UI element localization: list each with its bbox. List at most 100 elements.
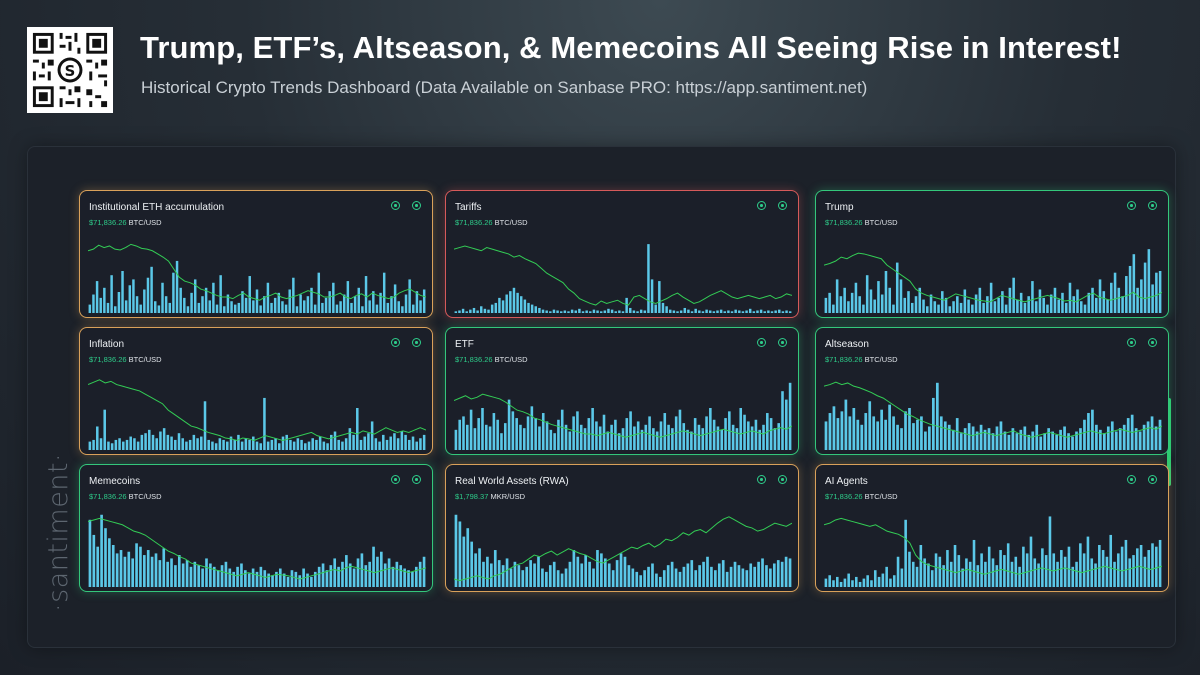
volume-bar bbox=[1095, 297, 1098, 313]
volume-bar bbox=[884, 271, 888, 313]
chart-panel-institutional-eth-accumulation[interactable]: Institutional ETH accumulation $71,836.26… bbox=[79, 190, 433, 318]
broadcast-icon[interactable] bbox=[1127, 338, 1136, 347]
volume-bar bbox=[652, 428, 655, 450]
volume-bar bbox=[784, 556, 788, 587]
volume-bar bbox=[946, 550, 949, 587]
volume-bar bbox=[1039, 436, 1043, 450]
volume-bar bbox=[324, 297, 328, 313]
volume-bar bbox=[117, 292, 121, 313]
chart-panel-etf[interactable]: ETF $71,836.26 BTC/USD bbox=[445, 327, 799, 455]
settings-icon[interactable] bbox=[412, 475, 421, 484]
volume-bar bbox=[957, 555, 961, 587]
volume-bar bbox=[750, 426, 754, 450]
price-unit: BTC/USD bbox=[492, 218, 528, 227]
volume-bar bbox=[549, 311, 552, 313]
qr-code[interactable]: S bbox=[27, 27, 113, 113]
volume-bar bbox=[175, 260, 179, 313]
settings-icon[interactable] bbox=[412, 338, 421, 347]
scrollbar[interactable] bbox=[1167, 398, 1171, 486]
volume-bar bbox=[862, 304, 865, 313]
settings-icon[interactable] bbox=[1148, 201, 1157, 210]
volume-bar bbox=[759, 309, 763, 313]
volume-bar bbox=[541, 309, 545, 313]
volume-bar bbox=[458, 310, 461, 313]
volume-bar bbox=[701, 311, 705, 313]
volume-bar bbox=[370, 421, 374, 450]
volume-bar bbox=[908, 551, 911, 587]
volume-bar bbox=[203, 401, 207, 450]
volume-bar bbox=[348, 428, 352, 450]
volume-bar bbox=[667, 424, 670, 450]
volume-bar bbox=[1114, 431, 1118, 450]
settings-icon[interactable] bbox=[778, 201, 787, 210]
volume-bar bbox=[655, 431, 659, 450]
settings-icon[interactable] bbox=[778, 475, 787, 484]
broadcast-icon[interactable] bbox=[757, 201, 766, 210]
volume-bar bbox=[721, 560, 725, 587]
settings-icon[interactable] bbox=[1148, 475, 1157, 484]
broadcast-icon[interactable] bbox=[1127, 475, 1136, 484]
volume-bar bbox=[317, 566, 321, 587]
chart-panel-inflation[interactable]: Inflation $71,836.26 BTC/USD bbox=[79, 327, 433, 455]
chart-panel-altseason[interactable]: Altseason $71,836.26 BTC/USD bbox=[815, 327, 1169, 455]
volume-bar bbox=[972, 539, 976, 587]
volume-bar bbox=[967, 423, 971, 450]
volume-bar bbox=[454, 311, 458, 313]
settings-icon[interactable] bbox=[412, 201, 421, 210]
volume-bar bbox=[193, 279, 197, 313]
volume-bar bbox=[1121, 296, 1124, 313]
volume-bar bbox=[359, 439, 363, 450]
volume-bar bbox=[1083, 419, 1086, 450]
volume-bar bbox=[659, 576, 662, 587]
volume-bar bbox=[712, 311, 716, 313]
volume-bar bbox=[537, 556, 540, 587]
volume-bar bbox=[839, 581, 843, 587]
broadcast-icon[interactable] bbox=[1127, 201, 1136, 210]
volume-bar bbox=[631, 568, 635, 587]
settings-icon[interactable] bbox=[778, 338, 787, 347]
volume-bar bbox=[393, 433, 396, 450]
volume-bar bbox=[756, 310, 759, 313]
volume-bar bbox=[570, 309, 574, 313]
broadcast-icon[interactable] bbox=[391, 475, 400, 484]
volume-bar bbox=[545, 310, 548, 313]
settings-icon[interactable] bbox=[1148, 338, 1157, 347]
volume-bar bbox=[1068, 282, 1072, 313]
volume-bar bbox=[580, 563, 584, 587]
volume-bar bbox=[632, 310, 636, 313]
broadcast-icon[interactable] bbox=[757, 475, 766, 484]
volume-bar bbox=[1007, 434, 1011, 450]
volume-bar bbox=[1143, 556, 1147, 587]
volume-bar bbox=[610, 309, 614, 313]
volume-bar bbox=[578, 308, 581, 313]
volume-bar bbox=[422, 556, 426, 587]
volume-bar bbox=[493, 550, 497, 587]
volume-bar bbox=[335, 304, 339, 313]
chart-panel-memecoins[interactable]: Memecoins $71,836.26 BTC/USD bbox=[79, 464, 433, 592]
volume-bar bbox=[717, 563, 721, 587]
volume-bar bbox=[161, 282, 164, 313]
volume-bar bbox=[896, 424, 899, 450]
volume-bar bbox=[127, 551, 131, 587]
volume-bar bbox=[1037, 563, 1040, 587]
volume-bar bbox=[1106, 299, 1109, 313]
volume-bar bbox=[650, 279, 654, 313]
chart-panel-real-world-assets-rwa[interactable]: Real World Assets (RWA) $1,798.37 MKR/USD bbox=[445, 464, 799, 592]
broadcast-icon[interactable] bbox=[757, 338, 766, 347]
broadcast-icon[interactable] bbox=[391, 201, 400, 210]
volume-bar bbox=[899, 279, 903, 313]
volume-bar bbox=[716, 426, 720, 450]
volume-bar bbox=[885, 566, 888, 587]
volume-bar bbox=[971, 304, 974, 313]
volume-bar bbox=[1106, 426, 1110, 450]
chart-panel-tariffs[interactable]: Tariffs $71,836.26 BTC/USD bbox=[445, 190, 799, 318]
chart-panel-trump[interactable]: Trump $71,836.26 BTC/USD bbox=[815, 190, 1169, 318]
volume-bar bbox=[107, 441, 110, 450]
broadcast-icon[interactable] bbox=[391, 338, 400, 347]
price-line bbox=[88, 243, 426, 301]
volume-bar bbox=[674, 568, 678, 587]
volume-bar bbox=[164, 296, 168, 313]
volume-bar bbox=[125, 439, 129, 450]
chart-panel-ai-agents[interactable]: AI Agents $71,836.26 BTC/USD bbox=[815, 464, 1169, 592]
volume-bar bbox=[944, 297, 948, 313]
